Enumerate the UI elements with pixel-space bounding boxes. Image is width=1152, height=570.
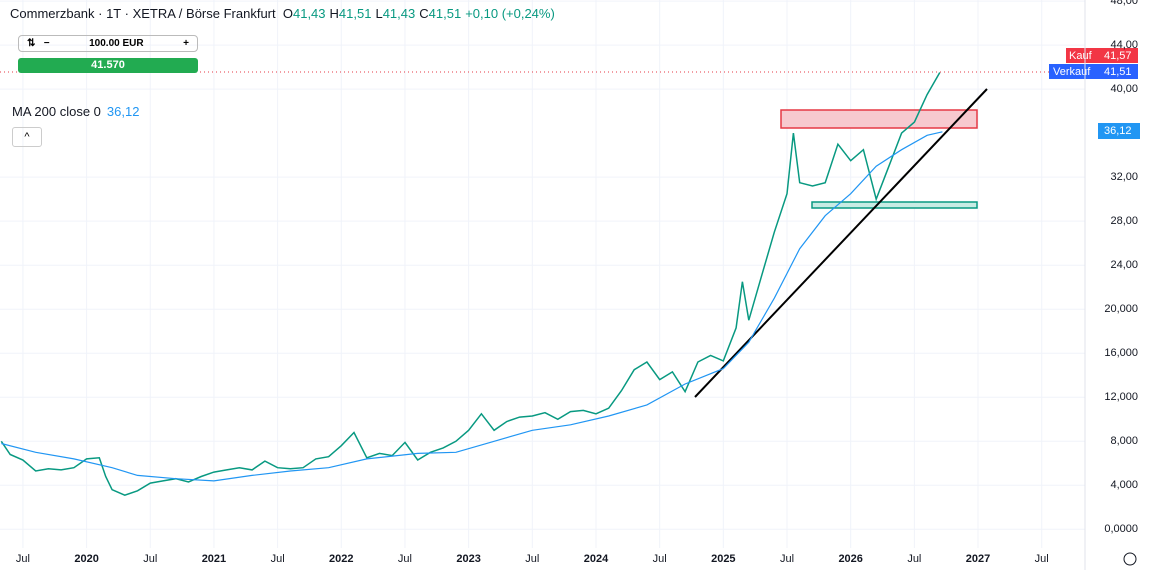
ma-price: 36,12 — [1104, 125, 1132, 137]
y-tick-label: 44,00 — [1110, 39, 1138, 51]
x-tick-label: 2023 — [456, 553, 480, 565]
x-tick-label: Jul — [907, 553, 921, 565]
x-tick-label: 2024 — [584, 553, 609, 565]
resistance-zone — [780, 109, 978, 129]
y-tick-label: 16,000 — [1104, 347, 1138, 359]
y-tick-label: 28,00 — [1110, 215, 1138, 227]
y-tick-label: 12,000 — [1104, 391, 1138, 403]
ohlc-key: C — [419, 6, 429, 21]
x-tick-label: Jul — [398, 553, 412, 565]
buy-label: Kauf — [1069, 50, 1093, 62]
y-tick-label: 32,00 — [1110, 171, 1138, 183]
header: Commerzbank · 1T · XETRA / Börse Frankfu… — [10, 6, 555, 21]
collapse-button[interactable]: ^ — [12, 127, 42, 147]
price-button[interactable]: 41.570 — [18, 58, 198, 73]
title: Commerzbank · 1T · XETRA / Börse Frankfu… — [10, 6, 276, 21]
ohlc-value: 41,43 — [292, 6, 326, 21]
x-tick-label: 2020 — [74, 553, 98, 565]
x-tick-label: 2027 — [966, 553, 990, 565]
settings-icon[interactable] — [1123, 552, 1137, 566]
x-tick-label: 2026 — [838, 553, 862, 565]
ohlc-value: 41,51 — [338, 6, 372, 21]
x-tick-label: Jul — [271, 553, 285, 565]
ohlc: O41,43 H41,51 L41,43 C41,51 — [283, 6, 465, 21]
y-tick-label: 8,000 — [1110, 435, 1138, 447]
change: +0,10 (+0,24%) — [465, 6, 555, 21]
x-tick-label: 2022 — [329, 553, 353, 565]
x-tick-label: Jul — [780, 553, 794, 565]
sell-price: 41,51 — [1104, 66, 1132, 78]
sell-tag — [1049, 64, 1138, 79]
indicator-value: 36,12 — [106, 104, 140, 119]
trend-line — [694, 88, 988, 398]
x-tick-label: Jul — [1035, 553, 1049, 565]
quantity-value: 100.00 EUR — [89, 38, 144, 49]
indicator: MA 200 close 0 36,12 — [12, 104, 139, 119]
price-line-series — [0, 72, 941, 497]
y-tick-label: 40,00 — [1110, 83, 1138, 95]
y-tick-label: 0,0000 — [1104, 523, 1138, 535]
x-tick-label: Jul — [525, 553, 539, 565]
y-tick-label: 4,000 — [1110, 479, 1138, 491]
x-tick-label: 2021 — [202, 553, 226, 565]
ohlc-key: O — [282, 6, 293, 21]
quantity[interactable]: ⇅ −100.00 EUR + — [18, 35, 198, 52]
ma-tag — [1098, 123, 1140, 139]
sell-label: Verkauf — [1053, 66, 1091, 78]
ohlc-key: H — [329, 6, 339, 21]
x-tick-label: Jul — [653, 553, 667, 565]
indicator-name: MA 200 close 0 — [12, 104, 101, 119]
x-tick-label: 2025 — [711, 553, 735, 565]
ohlc-key: L — [375, 6, 383, 21]
ohlc-value: 41,51 — [428, 6, 462, 21]
ohlc-value: 41,43 — [382, 6, 416, 21]
x-tick-label: Jul — [143, 553, 157, 565]
support-zone — [811, 201, 978, 209]
y-tick-label: 48,00 — [1110, 0, 1138, 7]
y-tick-label: 24,00 — [1110, 259, 1138, 271]
price-line-series — [1, 131, 943, 482]
y-tick-label: 20,000 — [1104, 303, 1138, 315]
buy-tag — [1066, 48, 1138, 63]
x-tick-label: Jul — [16, 553, 30, 565]
buy-price: 41,57 — [1104, 50, 1132, 62]
